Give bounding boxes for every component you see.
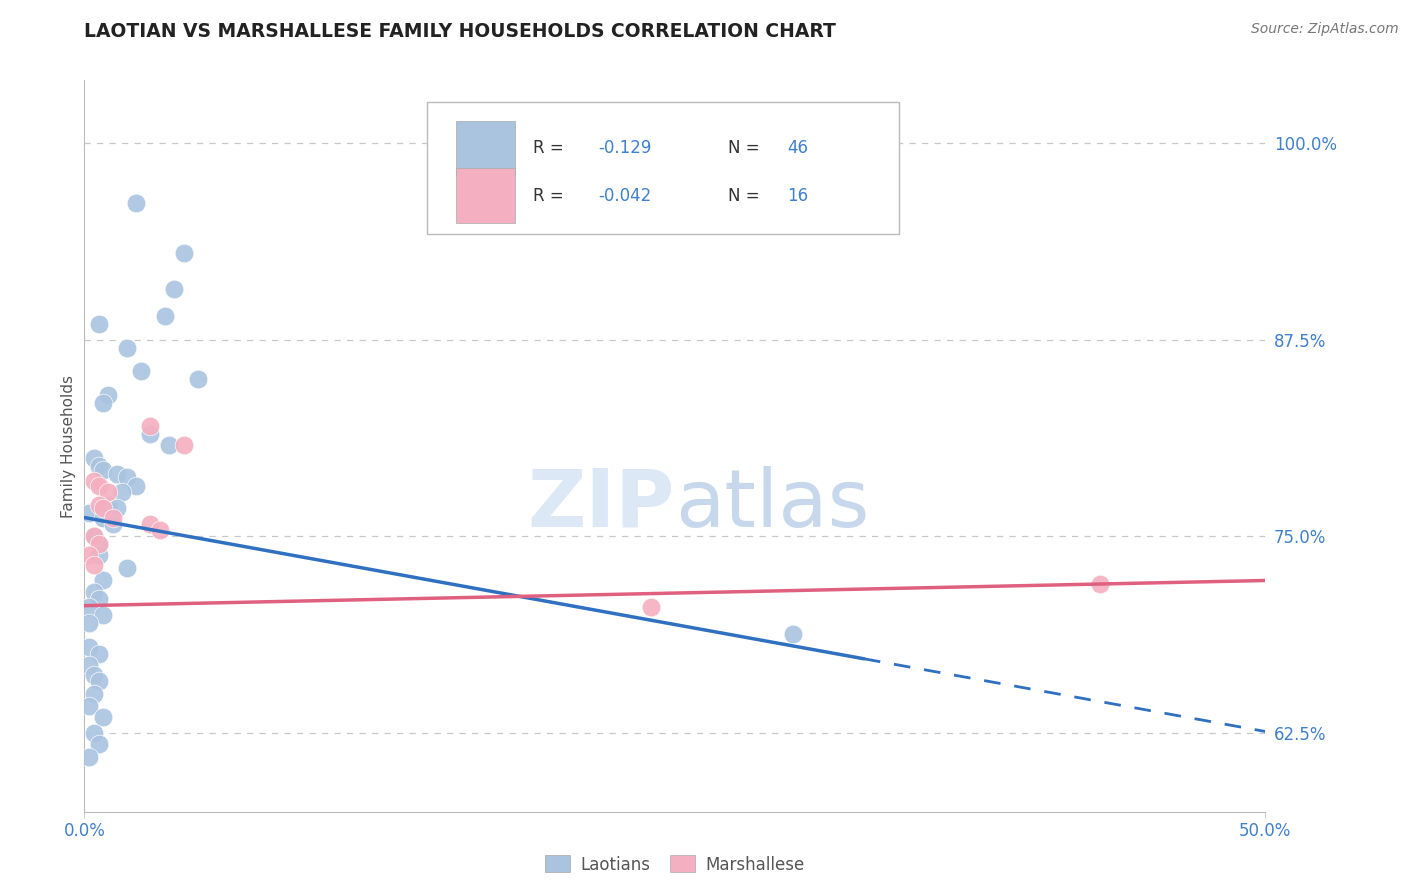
Text: Source: ZipAtlas.com: Source: ZipAtlas.com	[1251, 22, 1399, 37]
Point	[87, 592, 110, 607]
Point	[91, 501, 114, 516]
Point	[97, 388, 120, 402]
Point	[91, 710, 114, 724]
Point	[163, 283, 186, 297]
Point	[91, 608, 114, 623]
Point	[1088, 576, 1111, 591]
Text: R =: R =	[533, 186, 569, 205]
Point	[125, 196, 148, 211]
Text: LAOTIAN VS MARSHALLESE FAMILY HOUSEHOLDS CORRELATION CHART: LAOTIAN VS MARSHALLESE FAMILY HOUSEHOLDS…	[84, 22, 837, 41]
Text: -0.129: -0.129	[598, 139, 651, 157]
Text: 46: 46	[787, 139, 808, 157]
Point	[782, 627, 804, 641]
Point	[91, 574, 114, 588]
Point	[87, 674, 110, 689]
Point	[111, 485, 134, 500]
Point	[77, 640, 100, 654]
Legend: Laotians, Marshallese: Laotians, Marshallese	[538, 848, 811, 880]
Point	[87, 537, 110, 551]
Point	[87, 737, 110, 751]
Point	[115, 469, 138, 483]
Point	[87, 458, 110, 473]
Point	[83, 584, 105, 599]
Text: atlas: atlas	[675, 466, 869, 543]
Text: ZIP: ZIP	[527, 466, 675, 543]
Point	[83, 668, 105, 682]
Point	[77, 658, 100, 673]
Point	[139, 427, 162, 442]
Text: 16: 16	[787, 186, 808, 205]
FancyBboxPatch shape	[457, 168, 516, 223]
Point	[77, 549, 100, 563]
Point	[77, 699, 100, 714]
Point	[139, 516, 162, 531]
Point	[107, 501, 129, 516]
Point	[83, 529, 105, 543]
Point	[77, 600, 100, 615]
Point	[77, 749, 100, 764]
Point	[83, 475, 105, 489]
Point	[77, 615, 100, 630]
Point	[129, 364, 152, 378]
Point	[101, 516, 124, 531]
Point	[87, 648, 110, 662]
Point	[101, 510, 124, 524]
Point	[87, 498, 110, 512]
Point	[187, 372, 209, 386]
Point	[153, 310, 176, 324]
Point	[77, 506, 100, 520]
Point	[149, 523, 172, 537]
Point	[83, 687, 105, 701]
Point	[139, 419, 162, 434]
Point	[107, 467, 129, 481]
Point	[91, 396, 114, 410]
Point	[91, 510, 114, 524]
Point	[115, 341, 138, 355]
Point	[115, 561, 138, 575]
Point	[87, 479, 110, 493]
Point	[83, 450, 105, 465]
Text: R =: R =	[533, 139, 569, 157]
Point	[87, 537, 110, 551]
Point	[640, 600, 662, 615]
Y-axis label: Family Households: Family Households	[60, 375, 76, 517]
Text: -0.042: -0.042	[598, 186, 651, 205]
Text: N =: N =	[728, 186, 765, 205]
Point	[97, 498, 120, 512]
FancyBboxPatch shape	[427, 103, 900, 234]
Point	[125, 479, 148, 493]
Point	[83, 726, 105, 740]
Point	[91, 463, 114, 477]
Point	[83, 529, 105, 543]
Point	[173, 438, 195, 452]
Point	[87, 549, 110, 563]
Text: N =: N =	[728, 139, 765, 157]
Point	[83, 558, 105, 572]
Point	[97, 485, 120, 500]
Point	[157, 438, 180, 452]
FancyBboxPatch shape	[457, 120, 516, 176]
Point	[173, 246, 195, 260]
Point	[87, 317, 110, 331]
